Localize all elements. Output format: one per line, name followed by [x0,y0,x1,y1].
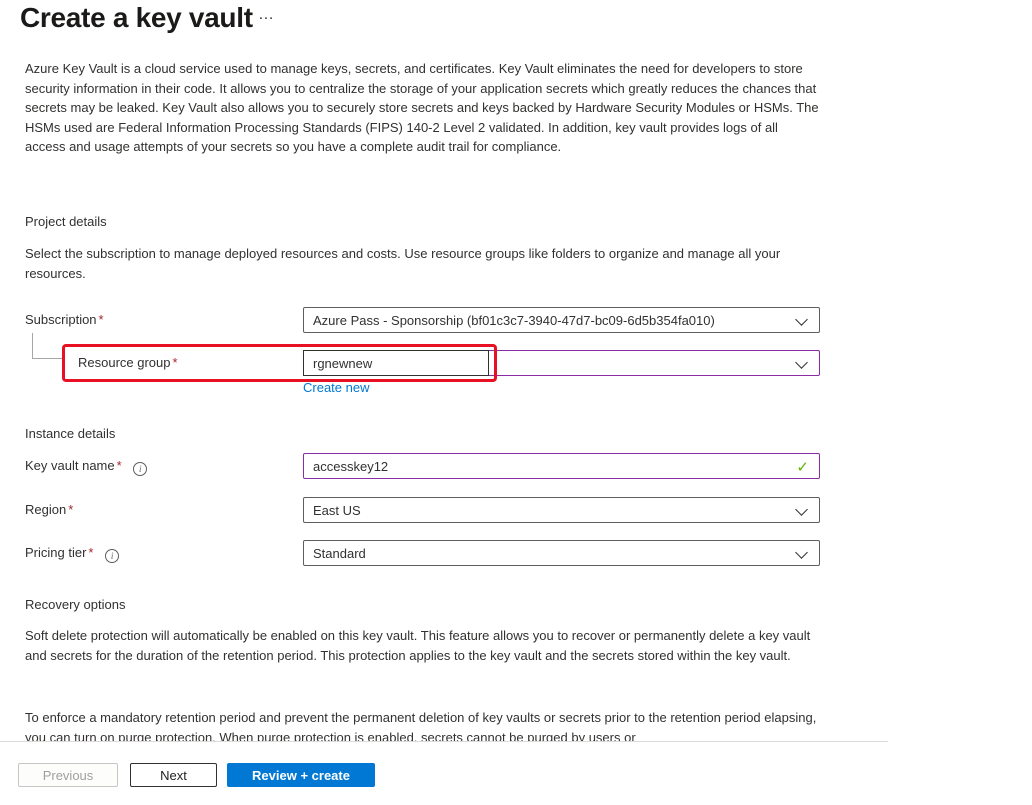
region-label: Region * [25,502,73,517]
subscription-dropdown[interactable]: Azure Pass - Sponsorship (bf01c3c7-3940-… [303,307,820,333]
recovery-paragraph-2: To enforce a mandatory retention period … [25,710,817,741]
key-vault-name-label: Key vault name * i [25,458,148,476]
info-icon[interactable]: i [133,462,148,476]
chevron-down-icon [795,313,808,326]
key-vault-name-input[interactable]: accesskey12 ✓ [303,453,820,479]
resource-group-label: Resource group * [78,355,178,370]
resource-group-value: rgnewnew [313,355,373,371]
section-heading-project-details: Project details [25,214,107,229]
required-asterisk: * [116,458,122,473]
chevron-down-icon [795,503,808,516]
resource-group-input[interactable]: rgnewnew [303,350,489,376]
next-button[interactable]: Next [130,763,217,787]
valid-check-icon: ✓ [796,459,809,476]
required-asterisk: * [172,355,178,370]
project-details-description: Select the subscription to manage deploy… [25,246,781,281]
required-asterisk: * [88,545,94,560]
chevron-down-icon [795,546,808,559]
subscription-label: Subscription * [25,312,104,327]
chevron-down-icon [795,356,808,369]
indent-connector-horizontal [32,358,62,359]
indent-connector-vertical [32,333,33,358]
region-label-text: Region [25,502,67,517]
required-asterisk: * [98,312,104,327]
footer-divider [0,741,888,742]
more-options-ellipsis-icon[interactable]: … [258,6,276,23]
section-heading-instance-details: Instance details [25,426,116,441]
key-vault-name-label-text: Key vault name [25,458,115,473]
resource-group-label-text: Resource group [78,355,171,370]
subscription-value: Azure Pass - Sponsorship (bf01c3c7-3940-… [313,312,715,328]
pricing-tier-value: Standard [313,545,366,561]
key-vault-name-value: accesskey12 [313,458,389,474]
page-title: Create a key vault [20,2,253,33]
required-asterisk: * [68,502,74,517]
info-icon[interactable]: i [105,549,120,563]
intro-paragraph: Azure Key Vault is a cloud service used … [25,61,819,154]
pricing-tier-label: Pricing tier * i [25,545,120,563]
pricing-tier-label-text: Pricing tier [25,545,87,560]
previous-button[interactable]: Previous [18,763,118,787]
region-dropdown[interactable]: East US [303,497,820,523]
region-value: East US [313,502,361,518]
pricing-tier-dropdown[interactable]: Standard [303,540,820,566]
subscription-label-text: Subscription [25,312,97,327]
recovery-paragraph-1: Soft delete protection will automaticall… [25,628,811,663]
create-new-link[interactable]: Create new [303,380,370,395]
section-heading-recovery-options: Recovery options [25,597,126,612]
review-create-button[interactable]: Review + create [227,763,375,787]
